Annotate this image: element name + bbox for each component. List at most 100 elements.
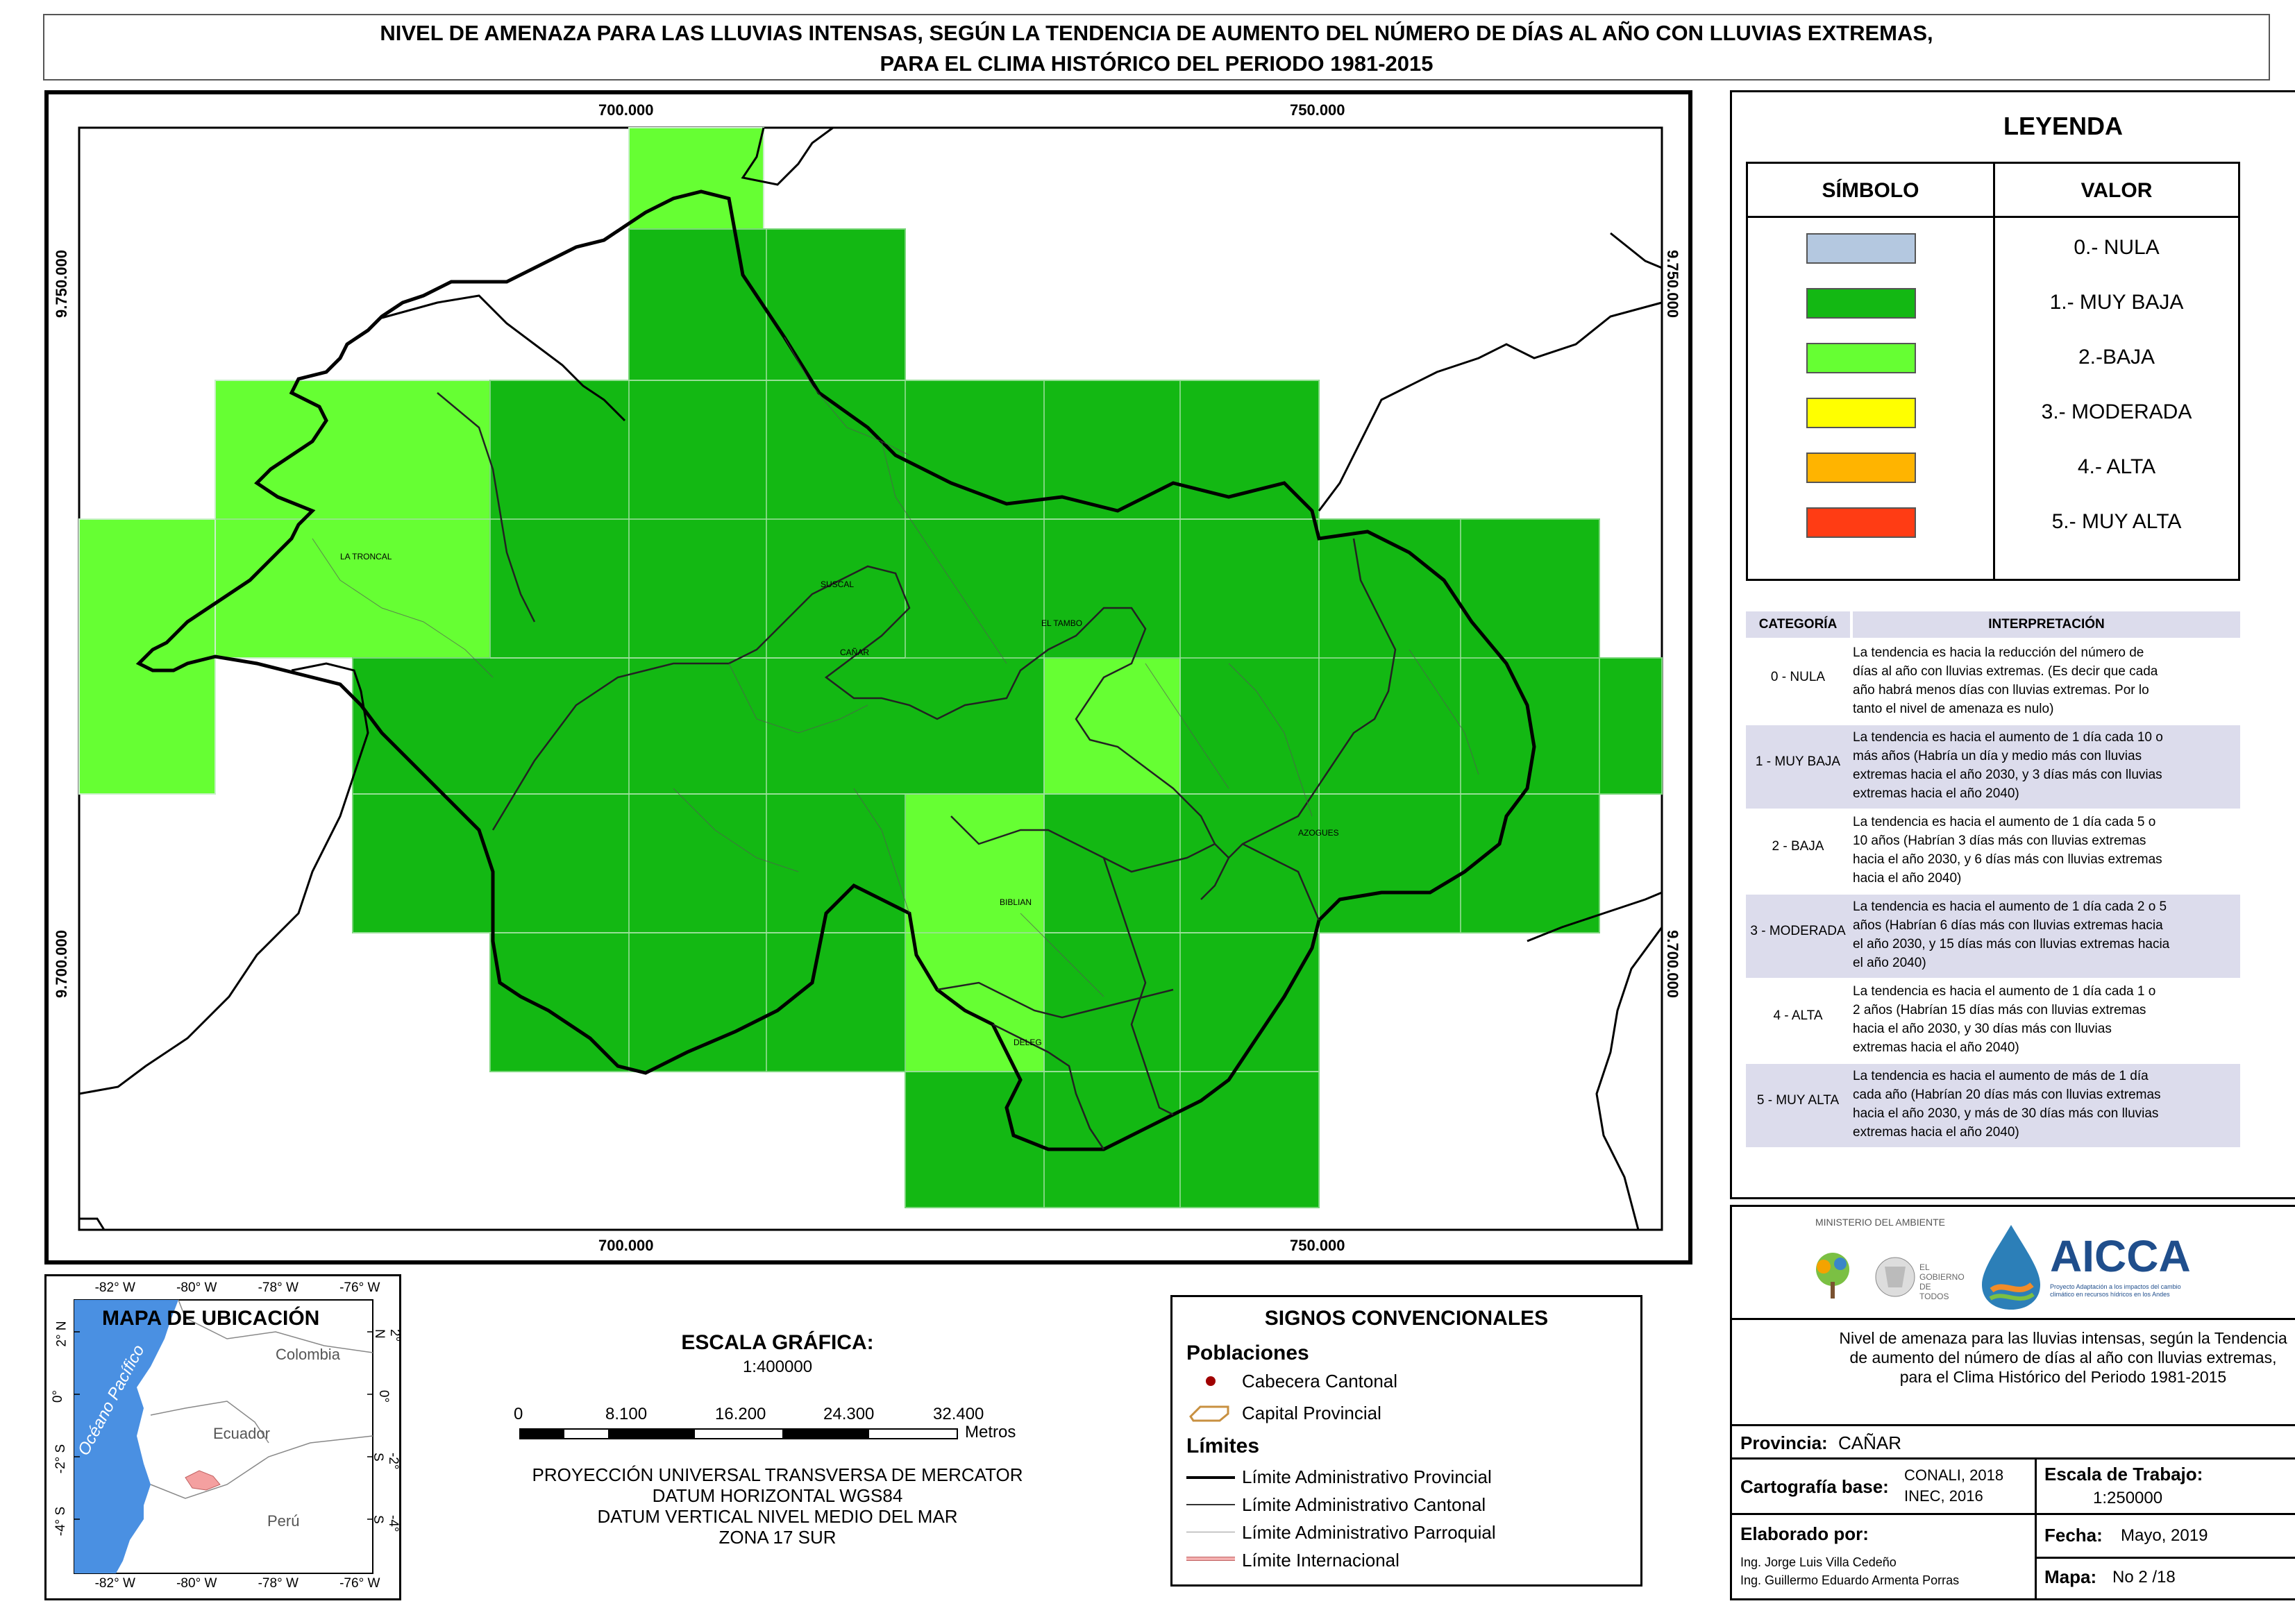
neighbor-boundaries [78, 126, 1663, 1230]
place-label: CAÑAR [840, 648, 869, 657]
map-number-value: No 2 /18 [2112, 1568, 2176, 1587]
country-label: Ecuador [213, 1425, 270, 1442]
interp-col-category: CATEGORÍA [1746, 611, 1850, 638]
interp-row: 5 - MUY ALTA La tendencia es hacia el aum… [1746, 1064, 2240, 1147]
aicca-text: AICCA [2050, 1231, 2191, 1281]
province-label: Provincia: [1740, 1432, 1828, 1453]
interp-text: La tendencia es hacia el aumento de 1 dí… [1853, 728, 2239, 803]
title-line-1: NIVEL DE AMENAZA PARA LAS LLUVIAS INTENS… [380, 21, 1933, 45]
interp-line: La tendencia es hacia el aumento de más … [1853, 1069, 2149, 1083]
interp-line: días al año con lluvias extremas. (Es de… [1853, 664, 2158, 679]
location-map-panel: MAPA DE UBICACIÓN -82° W -80° W -78° W -… [44, 1274, 402, 1600]
interp-text: La tendencia es hacia el aumento de 1 dí… [1853, 982, 2239, 1057]
interp-line: el año 2030, y 15 días más con lluvias e… [1853, 937, 2170, 951]
lon-label: -76° W [339, 1280, 380, 1295]
interp-line: extremas hacia el año 2040) [1853, 1040, 2019, 1055]
description-line: de aumento del número de días al año con… [1849, 1348, 2277, 1367]
legend-label: 3.- MODERADA [2041, 400, 2192, 423]
legend-label: 0.- NULA [2074, 236, 2160, 259]
scale-block: ESCALA GRÁFICA: 1:400000 [514, 1331, 1041, 1377]
lat-label: 2° N [372, 1329, 402, 1342]
lat-label: -2° S [53, 1444, 69, 1474]
interp-line: el año 2040) [1853, 956, 1926, 970]
scale-tick: 32.400 [933, 1405, 984, 1423]
interp-line: extremas hacia el año 2040) [1853, 786, 2019, 801]
signs-lim-int: Límite Internacional [1242, 1550, 1399, 1571]
interp-line: cada año (Habrían 20 días más con lluvia… [1853, 1088, 2161, 1102]
lat-label: -4° S [53, 1506, 69, 1537]
interp-line: hacia el año 2030, y 6 días más con lluv… [1853, 852, 2162, 867]
province-row: Provincia: CAÑAR [1732, 1426, 2295, 1460]
lat-label: -4° S [371, 1515, 401, 1532]
signs-populations: Poblaciones [1186, 1342, 1309, 1364]
interp-line: 10 años (Habrían 3 días más con lluvias … [1853, 834, 2146, 848]
projection-line: DATUM HORIZONTAL WGS84 [652, 1485, 903, 1506]
interp-line: extremas hacia el año 2030, y 3 días más… [1853, 768, 2162, 782]
legend-swatch [1806, 233, 1916, 264]
x-tick-top-1: 700.000 [598, 101, 654, 119]
elab-row: Elaborado por: Ing. Jorge Luis Villa Ced… [1732, 1515, 2295, 1598]
legend-label: 1.- MUY BAJA [2049, 291, 2184, 314]
signs-cabecera: Cabecera Cantonal [1242, 1371, 1398, 1392]
legend-label: 4.- ALTA [2077, 455, 2156, 478]
legend-swatch [1806, 507, 1916, 538]
place-label: EL TAMBO [1041, 618, 1082, 628]
interp-text: La tendencia es hacia el aumento de 1 dí… [1853, 813, 2239, 888]
place-label: DELEG [1014, 1038, 1042, 1047]
muy-baja-cells [352, 228, 1663, 1208]
interp-line: 2 años (Habrían 15 días más con lluvias … [1853, 1003, 2146, 1017]
scale-ticks: 0 8.100 16.200 24.300 32.400 [514, 1405, 1041, 1426]
gob-text: EL GOBIERNO DE TODOS [1919, 1262, 1965, 1301]
interp-row: 4 - ALTA La tendencia es hacia el aumento… [1746, 979, 2240, 1063]
legend-panel: LEYENDA SÍMBOLO VALOR 0.- NULA 1.- MUY BA… [1730, 90, 2295, 1199]
lon-label: -82° W [94, 1576, 135, 1591]
legend-title: LEYENDA [2003, 112, 2124, 140]
lon-label: -82° W [94, 1280, 135, 1295]
place-label: AZOGUES [1298, 828, 1339, 838]
lat-label: -2° S [371, 1453, 401, 1470]
scale-title: ESCALA GRÁFICA: [681, 1331, 874, 1354]
x-tick-bottom-1: 700.000 [598, 1237, 654, 1254]
interp-line: tanto el nivel de amenaza es nulo) [1853, 702, 2054, 716]
scale-work-label: Escala de Trabajo: [2044, 1464, 2203, 1485]
interp-row: 0 - NULA La tendencia es hacia la reducci… [1746, 641, 2240, 724]
ecuador-shield-icon [1875, 1257, 1915, 1297]
place-labels: LA TRONCAL SUSCAL CAÑAR EL TAMBO AZOGUES… [340, 552, 1339, 1047]
interp-col-interp: INTERPRETACIÓN [1853, 611, 2240, 638]
legend-swatch [1806, 398, 1916, 428]
info-description: Nivel de amenaza para las lluvias intens… [1732, 1318, 2295, 1426]
interp-line: La tendencia es hacia el aumento de 1 dí… [1853, 730, 2163, 745]
scale-work-value: 1:250000 [2093, 1489, 2163, 1507]
lon-label: -78° W [258, 1280, 299, 1295]
location-map [74, 1299, 373, 1574]
x-tick-top-2: 750.000 [1290, 101, 1345, 119]
signs-panel: SIGNOS CONVENCIONALES Poblaciones Cabece… [1170, 1295, 1642, 1587]
main-map-frame: LA TRONCAL SUSCAL CAÑAR EL TAMBO AZOGUES… [44, 90, 1692, 1264]
interp-row: 2 - BAJA La tendencia es hacia el aumento… [1746, 810, 2240, 893]
interp-line: La tendencia es hacia el aumento de 1 dí… [1853, 815, 2156, 829]
interp-text: La tendencia es hacia el aumento de 1 dí… [1853, 897, 2239, 972]
cantonal-boundaries [437, 392, 1397, 1150]
place-label: SUSCAL [821, 580, 854, 589]
projection-line: ZONA 17 SUR [718, 1527, 837, 1548]
elab-name-2: Ing. Guillermo Eduardo Armenta Porras [1740, 1573, 1960, 1587]
interp-line: La tendencia es hacia la reducción del n… [1853, 645, 2144, 660]
signs-lim-parr: Límite Administrativo Parroquial [1242, 1522, 1496, 1543]
scale-tick: 0 [514, 1405, 523, 1423]
y-tick-right-2: 9.700.000 [1663, 930, 1681, 998]
projection-line: PROYECCIÓN UNIVERSAL TRANSVERSA DE MERCA… [532, 1464, 1023, 1485]
lon-label: -80° W [176, 1280, 217, 1295]
carto-value-1: CONALI, 2018 [1904, 1466, 2004, 1484]
lon-label: -76° W [339, 1576, 380, 1591]
elab-name-1: Ing. Jorge Luis Villa Cedeño [1740, 1555, 1897, 1569]
country-label: Perú [267, 1512, 300, 1530]
lon-labels-bottom: -82° W -80° W -78° W -76° W [74, 1576, 401, 1591]
description-line: Nivel de amenaza para las lluvias intens… [1839, 1329, 2287, 1347]
y-tick-right-1: 9.750.000 [1663, 250, 1681, 318]
location-map-title: MAPA DE UBICACIÓN [102, 1307, 320, 1330]
signs-lim-cant: Límite Administrativo Cantonal [1242, 1494, 1486, 1515]
interp-category: 5 - MUY ALTA [1756, 1093, 1840, 1108]
interp-line: hacia el año 2030, y más de 30 días más … [1853, 1106, 2159, 1121]
carto-row: Cartografía base: CONALI, 2018 INEC, 201… [1732, 1460, 2295, 1515]
interp-category: 4 - ALTA [1773, 1008, 1823, 1023]
